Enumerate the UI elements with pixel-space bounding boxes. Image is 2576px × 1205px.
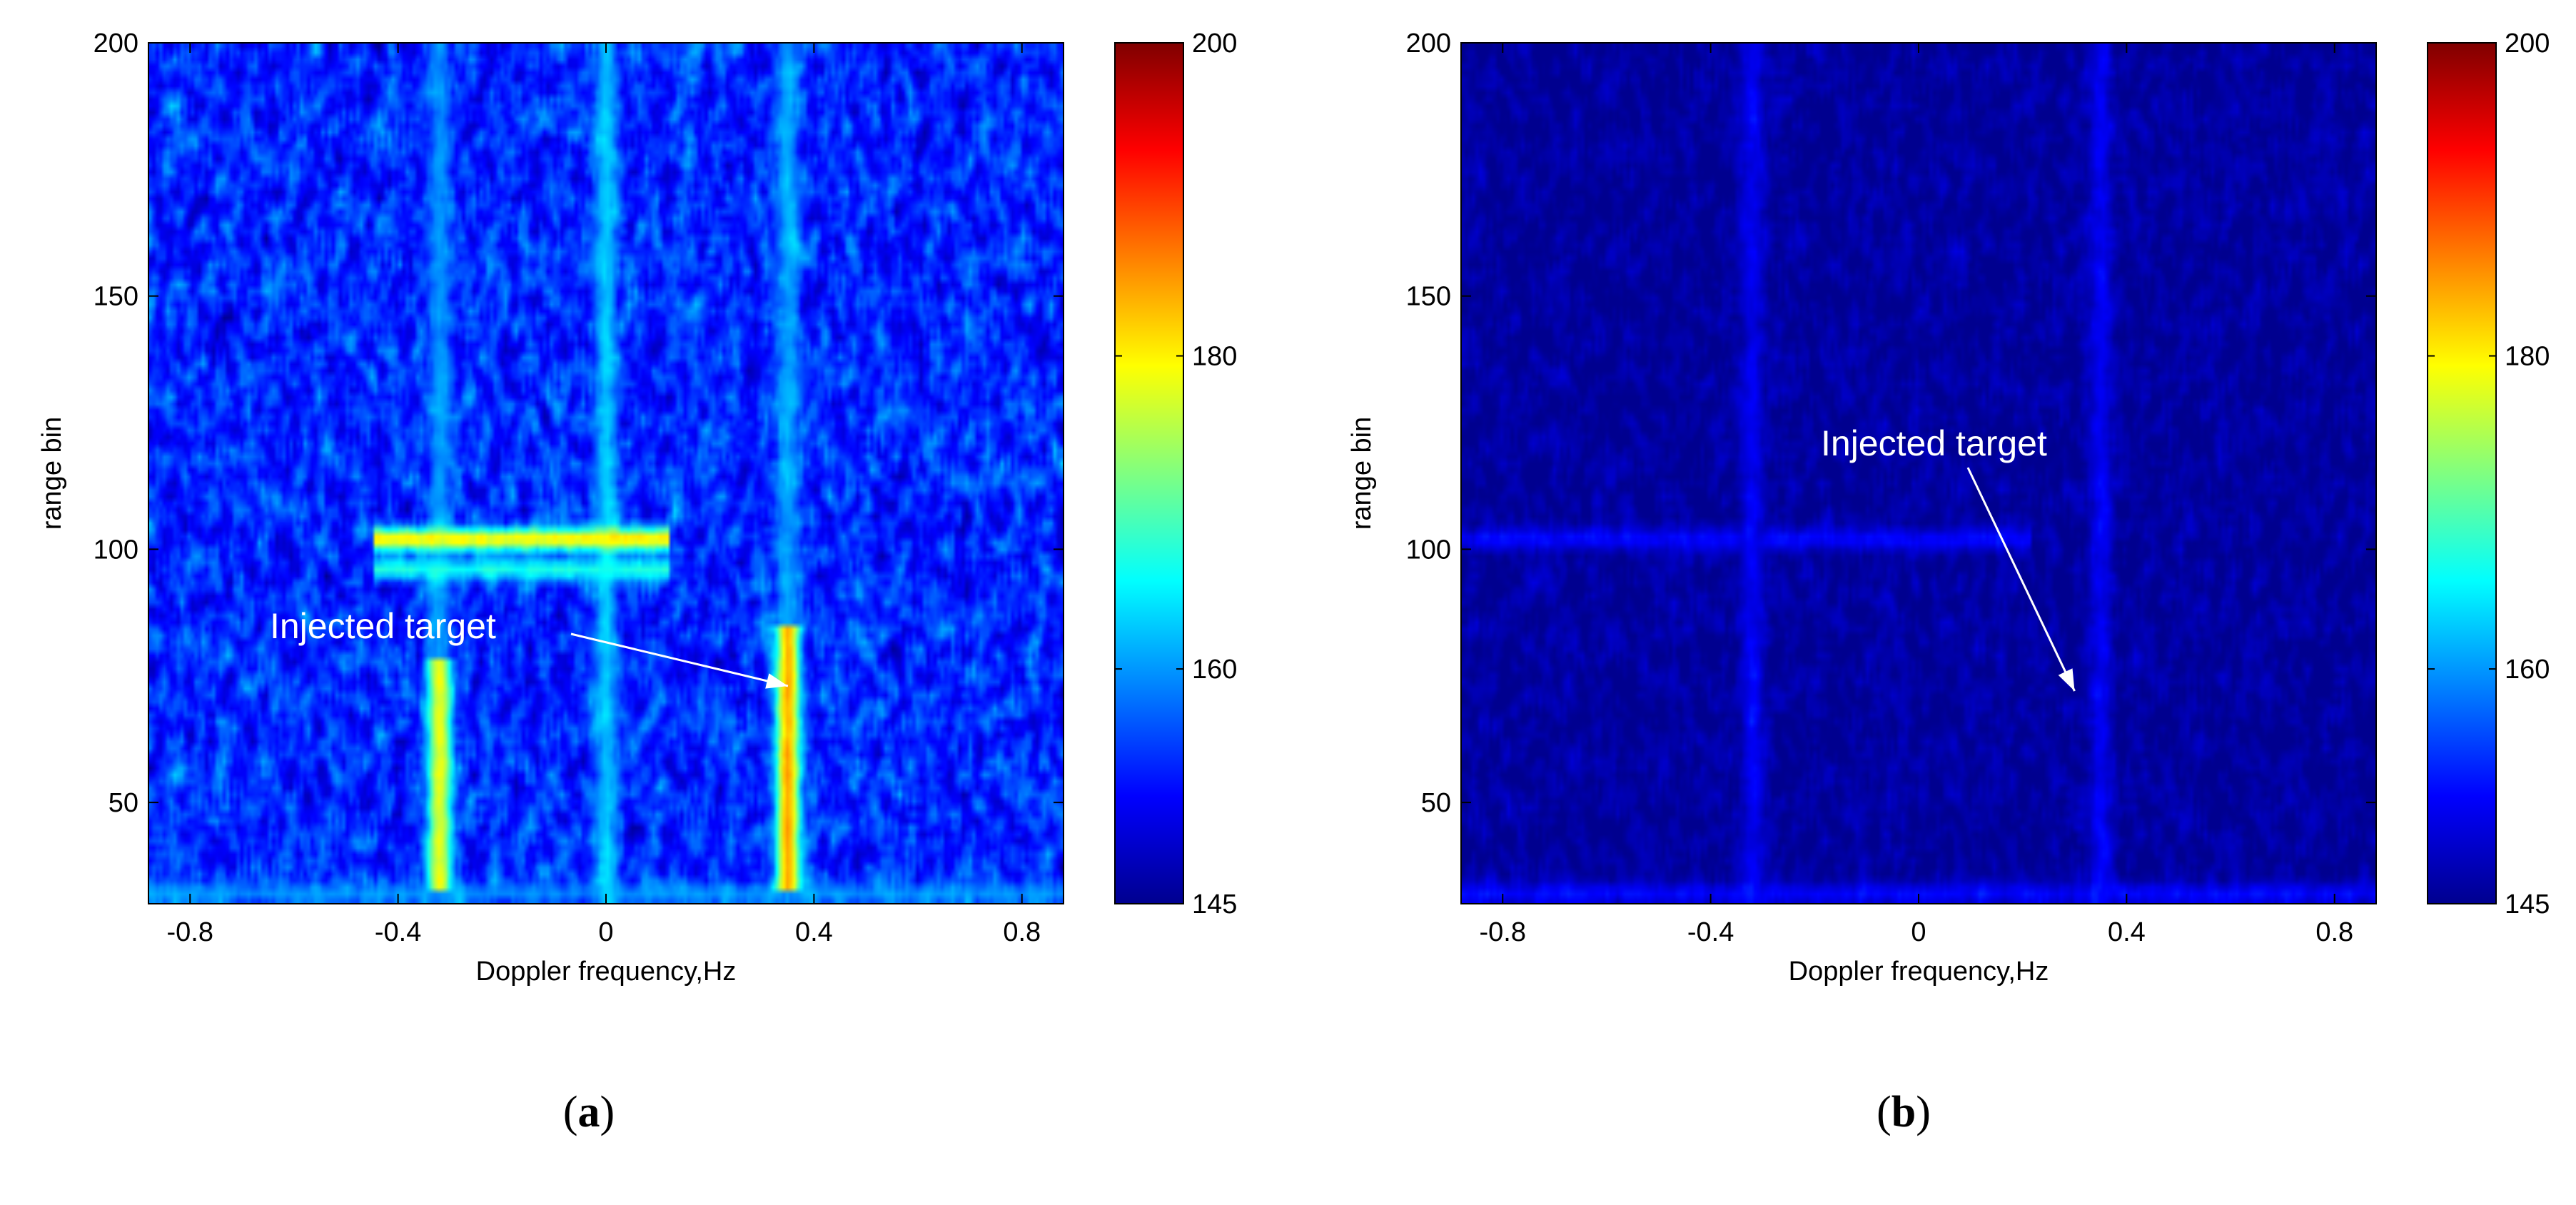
colorbar-tick-label: 200 <box>1192 29 1237 59</box>
y-tick-label: 100 <box>1406 535 1451 565</box>
x-tick-label: 0.8 <box>1003 917 1041 947</box>
y-tick-label: 150 <box>1406 282 1451 312</box>
annotation-arrowhead <box>2058 668 2075 692</box>
annotation-arrow <box>1966 467 2076 692</box>
annotation-text: Injected target <box>270 606 496 646</box>
heatmap-panel-b: -0.8 -0.4 0 0.4 0.8 50 100 150 200 Doppler freque… <box>1347 29 2550 987</box>
x-tick-label: 0 <box>598 917 613 947</box>
annotation-text: Injected target <box>1821 423 2047 463</box>
heatmap-image <box>148 43 1064 904</box>
x-tick-label: 0.4 <box>2108 917 2146 947</box>
heatmap-panel-a: -0.8 -0.4 0 0.4 0.8 50 100 150 200 Doppler freque… <box>37 29 1237 987</box>
colorbar <box>2427 42 2497 904</box>
panel-caption-a: (a) <box>562 1088 615 1136</box>
x-tick-label: 0.4 <box>795 917 833 947</box>
colorbar-tick-label: 145 <box>1192 889 1237 919</box>
colorbar-tick-label: 145 <box>2505 889 2550 919</box>
y-tick-label: 200 <box>1406 29 1451 59</box>
y-tick-label: 50 <box>108 788 138 818</box>
colorbar-tick-label: 160 <box>1192 655 1237 685</box>
x-tick-label: 0 <box>1911 917 1926 947</box>
y-axis-label: range bin <box>37 417 67 530</box>
colorbar-tick-label: 200 <box>2505 29 2550 59</box>
x-axis-label: Doppler frequency,Hz <box>476 957 737 987</box>
panel-b: -0.8 -0.4 0 0.4 0.8 50 100 150 200 Doppler freque… <box>1313 0 2576 1205</box>
y-tick-label: 100 <box>94 535 138 565</box>
panel-a: -0.8 -0.4 0 0.4 0.8 50 100 150 200 Doppler freque… <box>0 0 1285 1205</box>
colorbar-tick-label: 180 <box>2505 342 2550 372</box>
panel-caption-b: (b) <box>1877 1088 1931 1136</box>
annotation-arrow <box>570 632 789 687</box>
colorbar-tick-label: 180 <box>1192 342 1237 372</box>
heatmap-image <box>1461 43 2376 904</box>
x-tick-label: -0.8 <box>1480 917 1526 947</box>
colorbar <box>1114 42 1184 904</box>
colorbar-tick-label: 160 <box>2505 655 2550 685</box>
y-tick-label: 50 <box>1421 788 1451 818</box>
x-axis-label: Doppler frequency,Hz <box>1789 957 2049 987</box>
x-tick-label: 0.8 <box>2315 917 2353 947</box>
annotation-arrowhead <box>765 673 788 689</box>
x-tick-label: -0.8 <box>167 917 213 947</box>
y-axis-label: range bin <box>1347 417 1377 530</box>
y-tick-label: 150 <box>94 282 138 312</box>
x-tick-label: -0.4 <box>1687 917 1734 947</box>
y-tick-label: 200 <box>94 29 138 59</box>
x-tick-label: -0.4 <box>375 917 421 947</box>
